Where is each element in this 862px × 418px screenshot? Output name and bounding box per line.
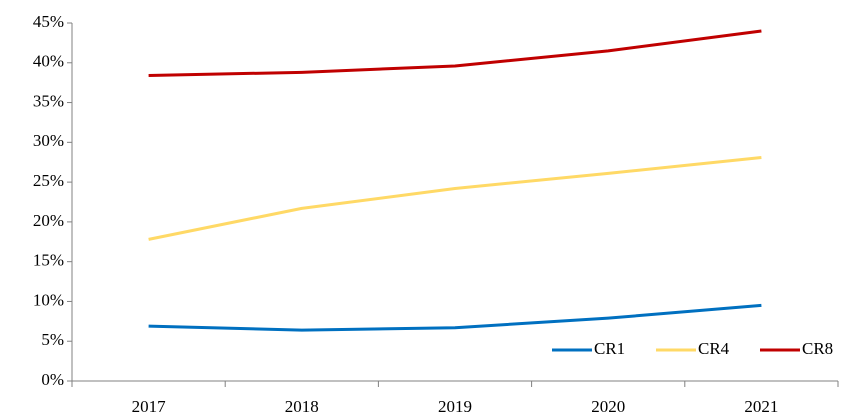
y-tick-label: 20% [33,211,64,230]
x-tick-label: 2018 [285,397,319,416]
y-tick-label: 45% [33,12,64,31]
legend-label: CR4 [698,339,730,358]
x-tick-label: 2017 [132,397,167,416]
x-tick-label: 2020 [591,397,625,416]
y-tick-label: 30% [33,131,64,150]
y-tick-label: 10% [33,290,64,309]
legend-label: CR8 [802,339,833,358]
line-series [148,29,762,78]
x-tick-label: 2019 [438,397,472,416]
y-tick-label: 40% [33,52,64,71]
x-tick-label: 2021 [744,397,778,416]
y-tick-label: 15% [33,251,64,270]
legend-label: CR1 [594,339,625,358]
y-tick-label: 0% [41,370,64,389]
line-series [148,303,762,332]
y-tick-label: 25% [33,171,64,190]
line-series [148,155,762,241]
y-tick-label: 5% [41,330,64,349]
y-tick-label: 35% [33,91,64,110]
